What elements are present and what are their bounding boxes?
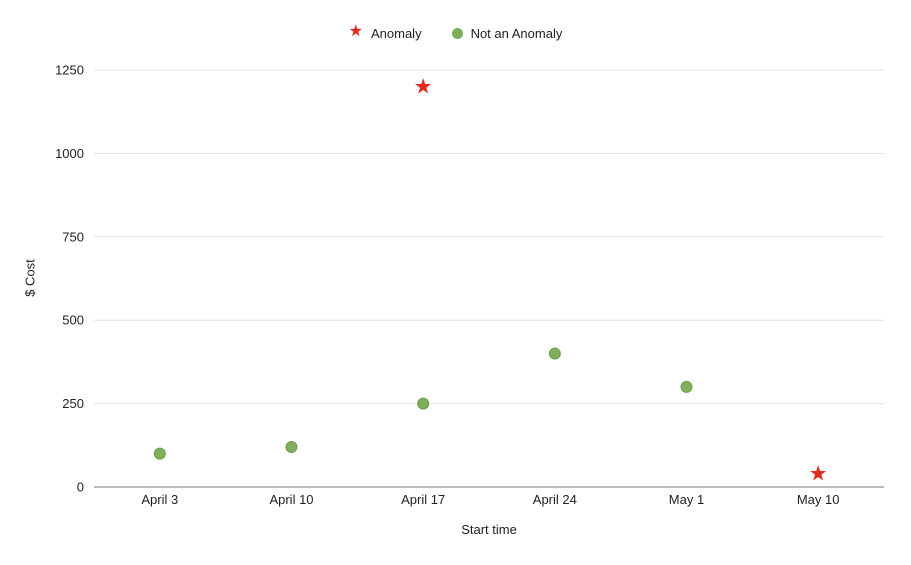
anomaly-point xyxy=(810,465,827,481)
x-tick-label: April 10 xyxy=(269,492,313,507)
y-tick-label: 750 xyxy=(62,229,84,244)
x-tick-label: April 17 xyxy=(401,492,445,507)
legend-label-anomaly: Anomaly xyxy=(370,25,422,41)
y-tick-label: 1250 xyxy=(55,63,84,78)
legend-label-not-anomaly: Not an Anomaly xyxy=(470,25,563,41)
y-tick-label: 0 xyxy=(77,480,84,495)
legend-item-anomaly: ★ Anomaly xyxy=(348,23,422,41)
normal-point xyxy=(548,347,561,360)
x-tick-label: May 10 xyxy=(797,492,840,507)
normal-point xyxy=(680,380,693,393)
y-tick-label: 250 xyxy=(62,396,84,411)
circle-icon xyxy=(451,27,463,39)
y-tick-label: 1000 xyxy=(55,146,84,161)
chart-legend: ★ Anomaly Not an Anomaly xyxy=(0,23,911,41)
y-tick-label: 500 xyxy=(62,313,84,328)
legend-item-not-anomaly: Not an Anomaly xyxy=(451,25,563,41)
normal-point xyxy=(417,397,430,410)
x-tick-label: April 24 xyxy=(533,492,577,507)
normal-point xyxy=(153,447,166,460)
x-tick-label: April 3 xyxy=(141,492,178,507)
anomaly-point xyxy=(415,78,432,94)
star-icon: ★ xyxy=(348,23,363,40)
x-tick-label: May 1 xyxy=(669,492,704,507)
normal-point xyxy=(285,440,298,453)
x-axis-title: Start time xyxy=(461,522,517,537)
